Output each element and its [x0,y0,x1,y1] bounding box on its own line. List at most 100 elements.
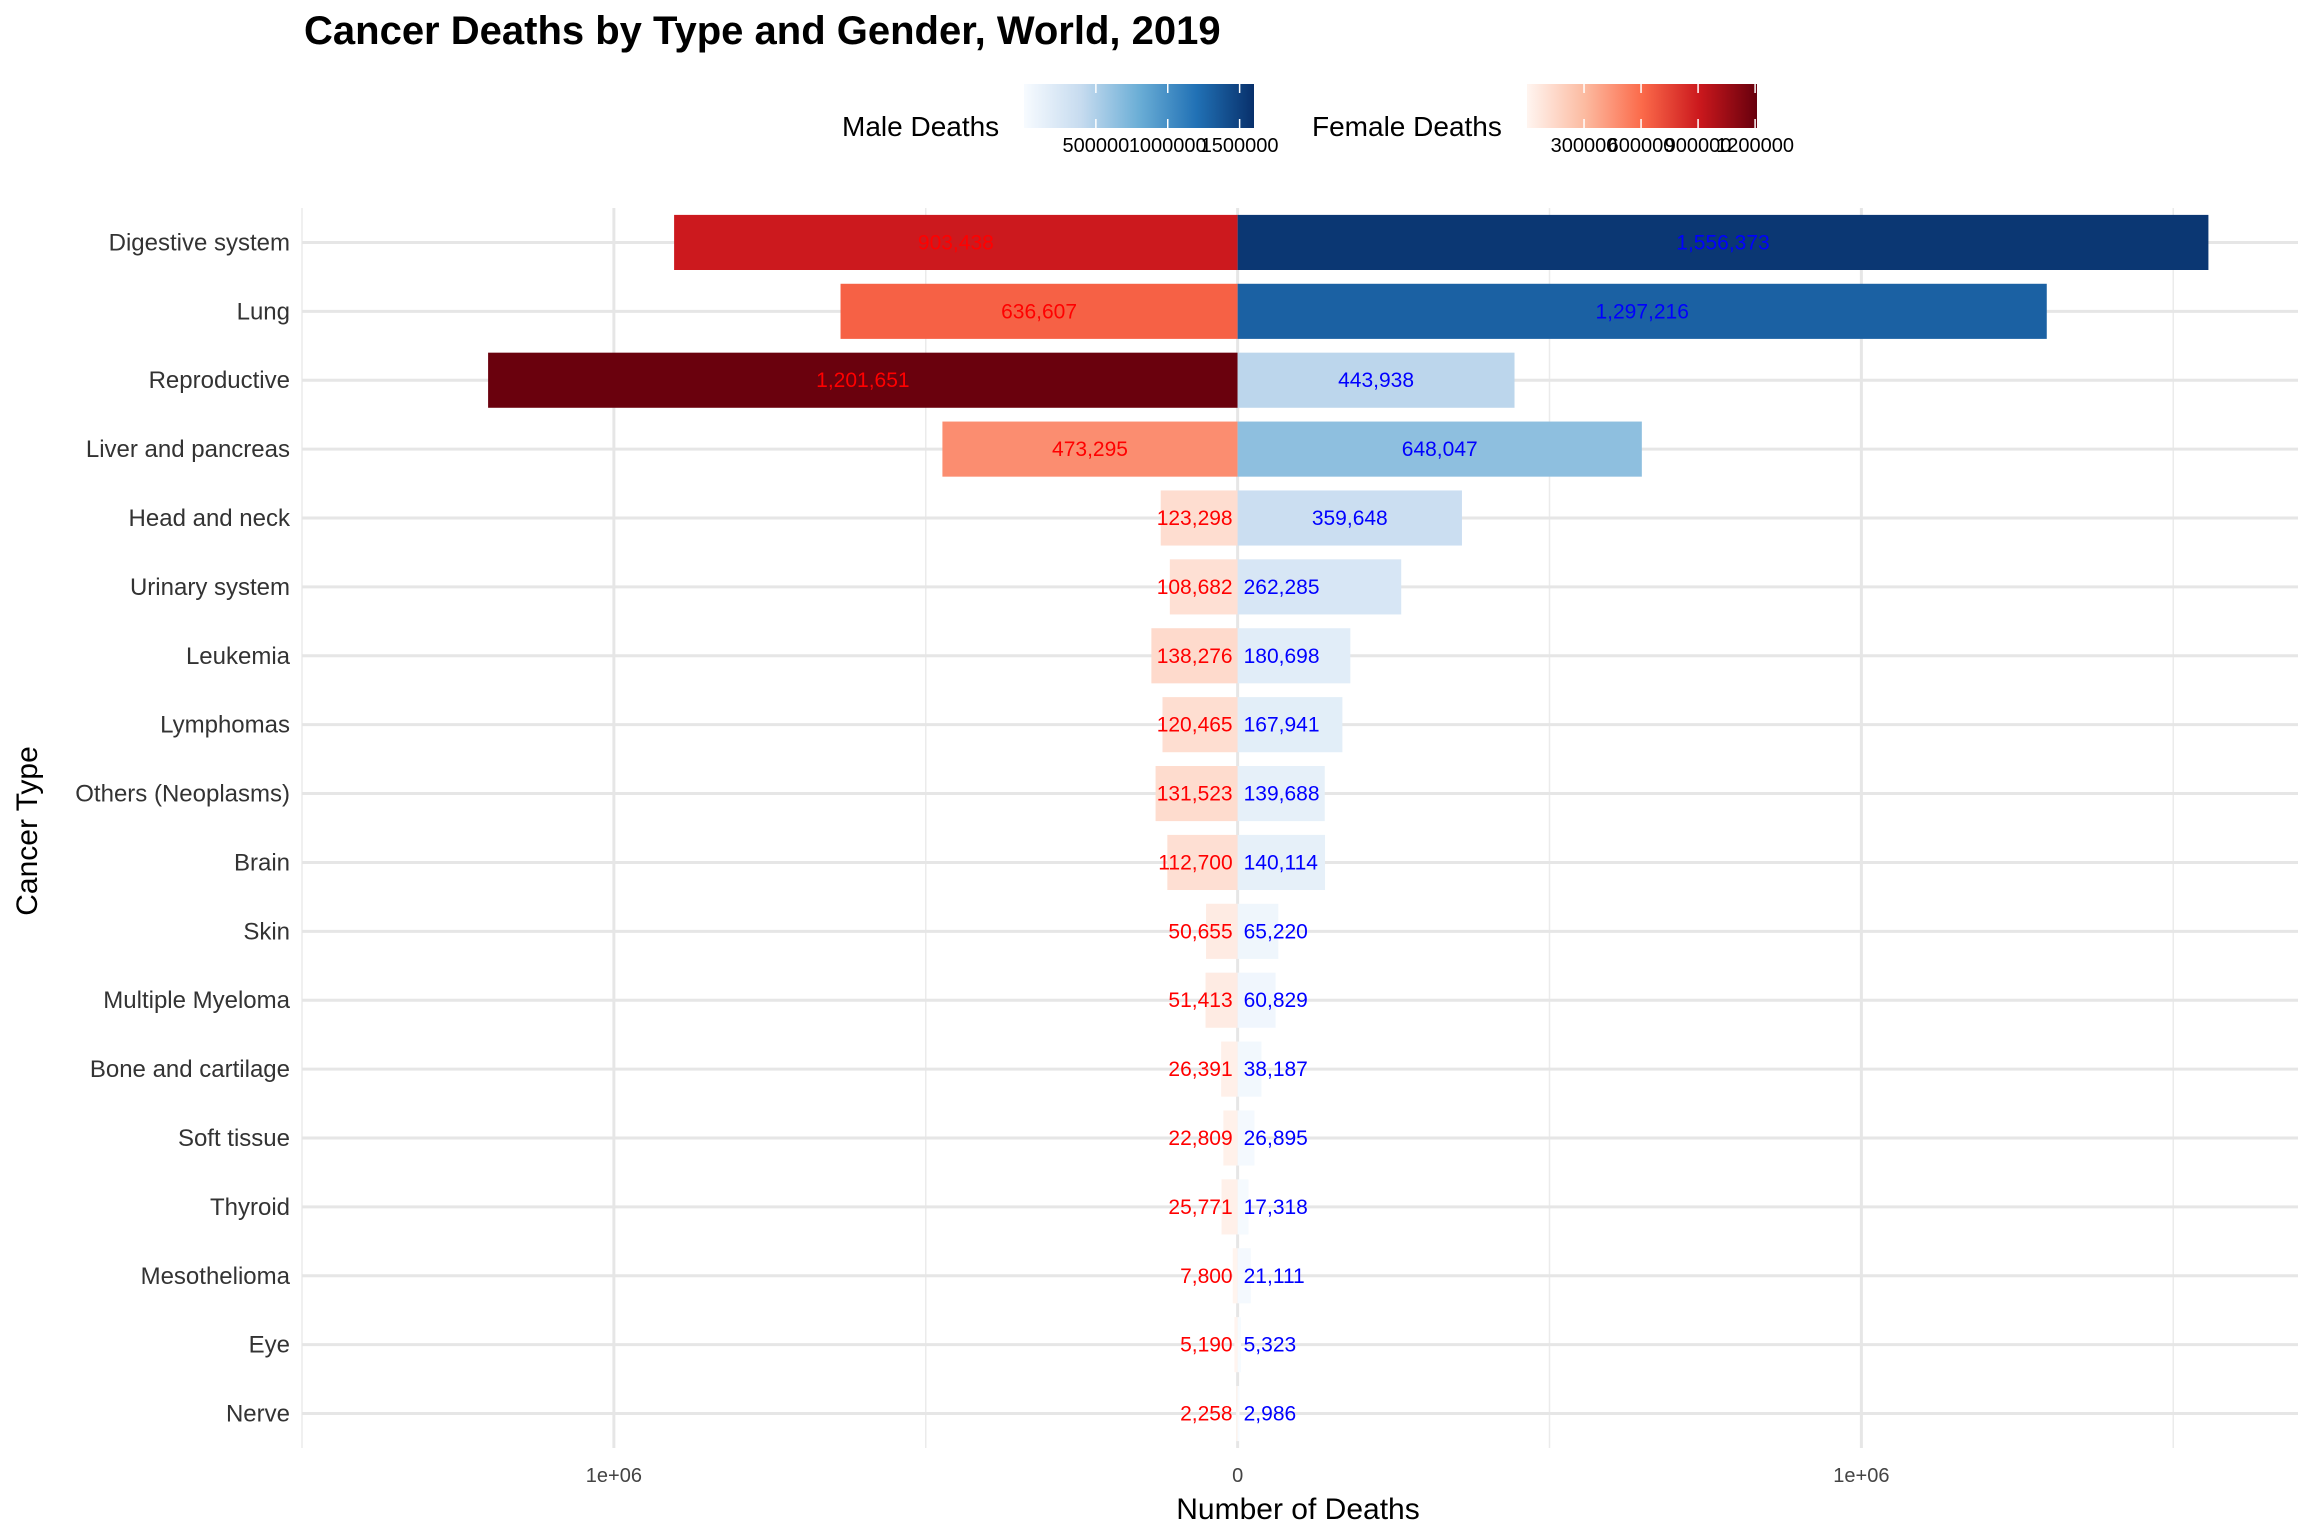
category-label: Urinary system [130,574,290,601]
data-label-male: 65,220 [1244,920,1308,943]
legend-male-title: Male Deaths [842,111,999,142]
legend-tick-label: 300000 [1551,135,1618,157]
bar-male [1237,214,2209,270]
legend-tick-label: 500000 [1063,135,1130,157]
legend-tick-label: 600000 [1608,135,1675,157]
data-labels: 903,438 1,556,373 636,607 1,297,216 1,201,65… [816,231,1770,1425]
bar-female [1155,766,1238,822]
data-label-female: 5,190 [1180,1334,1233,1357]
data-label-female: 26,391 [1168,1058,1232,1081]
category-label: Brain [234,849,290,876]
legend-tick-label: 900000 [1665,135,1732,157]
data-label-male: 1,556,373 [1676,231,1769,254]
bar-male [1237,697,1343,753]
data-label-male: 60,829 [1244,989,1308,1012]
data-label-male: 139,688 [1244,783,1320,806]
data-label-female: 112,700 [1158,851,1232,874]
data-label-female: 138,276 [1157,645,1233,668]
legend-tick-label: 1200000 [1716,135,1794,157]
bar-male [1237,421,1642,477]
bar-male [1237,766,1325,822]
bar-male [1237,283,2047,339]
category-label: Skin [243,918,290,945]
data-label-male: 5,323 [1244,1334,1297,1357]
legend-tick-label: 1500000 [1201,135,1279,157]
category-axis: Digestive system Lung Reproductive Liver an… [75,229,291,1427]
bar-female [1221,1179,1238,1235]
bar-female [1167,834,1238,890]
category-label: Head and neck [129,505,291,532]
x-tick-label: 1e+06 [1833,1465,1889,1487]
bar-male [1237,1041,1262,1097]
bar-female [1206,903,1238,959]
bar-male [1237,490,1462,546]
data-label-female: 2,258 [1180,1403,1233,1426]
category-label: Nerve [226,1401,290,1428]
data-label-male: 140,114 [1244,851,1319,874]
bar-female [1205,972,1238,1028]
bar-female [1151,628,1238,684]
bar-female [674,214,1238,270]
bar-female [1162,697,1238,753]
category-label: Multiple Myeloma [103,987,290,1014]
data-label-male: 167,941 [1244,714,1320,737]
data-label-female: 120,465 [1157,714,1233,737]
bar-male [1237,1248,1251,1304]
data-label-female: 25,771 [1168,1196,1232,1219]
x-tick-label: 0 [1232,1465,1243,1487]
bar-male [1237,1317,1241,1373]
category-label: Thyroid [210,1194,290,1221]
bar-female [1234,1317,1238,1373]
bar-female [1236,1386,1238,1442]
data-label-male: 38,187 [1244,1058,1308,1081]
data-label-male: 262,285 [1244,576,1320,599]
bar-male [1237,352,1515,408]
bars [488,214,2209,1442]
data-label-female: 903,438 [918,231,994,254]
y-axis-title: Cancer Type [11,746,44,916]
category-label: Others (Neoplasms) [75,781,290,808]
category-label: Leukemia [186,643,291,670]
bar-female [1169,559,1238,615]
x-axis-title: Number of Deaths [1176,1493,1419,1526]
data-label-female: 108,682 [1157,576,1233,599]
data-label-female: 7,800 [1180,1265,1233,1288]
data-label-female: 636,607 [1001,300,1077,323]
category-label: Liver and pancreas [86,436,290,463]
data-label-male: 2,986 [1244,1403,1297,1426]
bar-male [1237,834,1326,890]
data-label-male: 180,698 [1244,645,1320,668]
data-label-male: 1,297,216 [1595,300,1688,323]
bar-female [942,421,1238,477]
bar-male [1237,903,1279,959]
bar-female [1232,1248,1238,1304]
bar-male [1237,628,1351,684]
data-label-male: 21,111 [1244,1265,1305,1288]
bar-female [1221,1041,1238,1097]
legend-colorbar [1527,84,1757,128]
bar-female [1160,490,1238,546]
category-label: Bone and cartilage [90,1056,290,1083]
data-label-male: 648,047 [1402,438,1478,461]
data-label-female: 131,523 [1157,783,1233,806]
data-label-female: 22,809 [1168,1127,1232,1150]
x-tick-label: 1e+06 [586,1465,642,1487]
category-label: Mesothelioma [141,1263,291,1290]
category-label: Reproductive [149,367,290,394]
bar-female [840,283,1238,339]
data-label-female: 123,298 [1157,507,1233,530]
bar-male [1237,1386,1240,1442]
legend-colorbar [1024,84,1254,128]
data-label-male: 443,938 [1338,369,1414,392]
data-label-male: 359,648 [1312,507,1388,530]
x-axis: 1e+06 0 1e+06 [586,1465,1890,1487]
data-label-female: 50,655 [1168,920,1232,943]
data-label-male: 17,318 [1244,1196,1308,1219]
data-label-female: 51,413 [1168,989,1232,1012]
data-label-male: 26,895 [1244,1127,1308,1150]
legend-tick-label: 1000000 [1129,135,1207,157]
category-label: Eye [249,1332,290,1359]
